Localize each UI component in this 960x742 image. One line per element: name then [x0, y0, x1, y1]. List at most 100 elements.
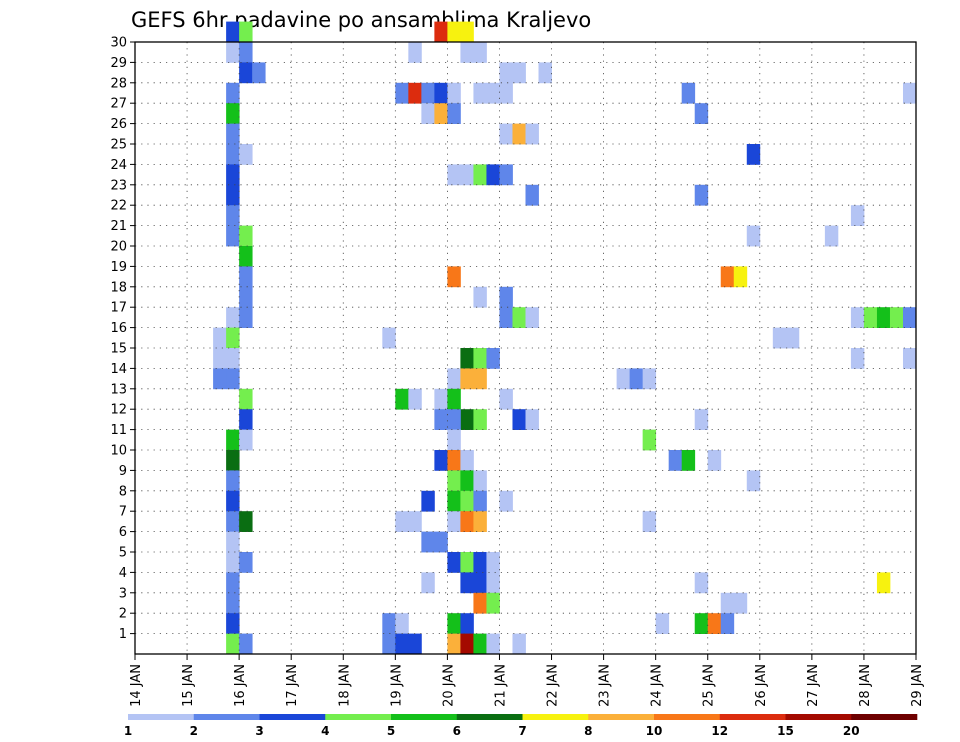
- heatmap-cell: [226, 184, 240, 206]
- colorbar-label: 4: [321, 724, 329, 738]
- heatmap-cell: [226, 470, 240, 492]
- heatmap-cell: [447, 388, 461, 410]
- heatmap-cell: [499, 286, 513, 308]
- heatmap-cell: [642, 511, 657, 532]
- heatmap-cell: [707, 613, 722, 634]
- heatmap-cell: [525, 409, 539, 430]
- heatmap-cell: [447, 409, 461, 430]
- colorbar-legend: 1 2 3 4 5 6 7 8 10 12 15 20: [124, 714, 918, 738]
- heatmap-cell: [499, 388, 513, 410]
- heatmap-cell: [421, 103, 435, 124]
- chart-title: GEFS 6hr padavine po ansamblima Kraljevo: [131, 8, 591, 32]
- heatmap-cell: [447, 21, 461, 43]
- heatmap-cell: [525, 184, 539, 206]
- heatmap-cell: [434, 409, 448, 430]
- heatmap-cell: [707, 450, 722, 471]
- heatmap-cell: [447, 613, 461, 634]
- heatmap-cell: [226, 368, 240, 390]
- heatmap-cell: [226, 42, 240, 63]
- heatmap-cell: [473, 552, 487, 573]
- heatmap-cell: [226, 123, 240, 145]
- heatmap-cell: [239, 552, 253, 573]
- heatmap-cell: [512, 62, 526, 84]
- x-tick-label: 15 JAN: [181, 664, 196, 707]
- colorbar-swatch: [719, 714, 786, 720]
- heatmap-cell: [226, 144, 240, 165]
- heatmap-cell: [824, 225, 839, 247]
- heatmap-cell: [226, 613, 240, 634]
- heatmap-cell: [434, 388, 448, 410]
- heatmap-cell: [460, 633, 474, 655]
- heatmap-cell: [460, 511, 474, 532]
- heatmap-cell: [239, 511, 253, 532]
- heatmap-cell: [460, 368, 474, 390]
- heatmap-cell: [447, 164, 461, 186]
- heatmap-cell: [850, 307, 865, 328]
- heatmap-cell: [694, 613, 709, 634]
- y-tick-label: 12: [110, 403, 127, 418]
- heatmap-cell: [694, 572, 709, 594]
- heatmap-cell: [226, 164, 240, 186]
- heatmap-cell: [538, 62, 552, 84]
- heatmap-cell: [460, 552, 474, 573]
- heatmap-cell: [382, 613, 396, 634]
- y-tick-label: 17: [110, 301, 127, 316]
- colorbar-swatch: [259, 714, 326, 720]
- heatmap-cell: [720, 613, 735, 634]
- heatmap-cell: [239, 62, 253, 84]
- colorbar-swatch: [785, 714, 852, 720]
- heatmap-cell: [486, 552, 500, 573]
- heatmap-cell: [395, 82, 409, 104]
- heatmap-cell: [746, 144, 761, 165]
- heatmap-cell: [473, 409, 487, 430]
- heatmap-cell: [213, 368, 227, 390]
- heatmap-cell: [226, 633, 240, 655]
- heatmap-cell: [629, 368, 644, 390]
- colorbar-label: 6: [453, 724, 461, 738]
- heatmap-cell: [473, 82, 487, 104]
- heatmap-cell: [499, 164, 513, 186]
- heatmap-cell: [239, 266, 253, 288]
- heatmap-cell: [226, 552, 240, 573]
- heatmap-cell: [473, 286, 487, 308]
- heatmap-cell: [239, 429, 253, 451]
- heatmap-cell: [460, 348, 474, 369]
- colorbar-label: 3: [255, 724, 263, 738]
- heatmap-cell: [239, 42, 253, 63]
- heatmap-cell: [473, 572, 487, 594]
- heatmap-cell: [252, 62, 266, 84]
- x-tick-label: 27 JAN: [806, 664, 821, 707]
- heatmap-cell: [226, 450, 240, 471]
- y-tick-label: 29: [110, 56, 127, 71]
- heatmap-cell: [239, 307, 253, 328]
- heatmap-cell: [850, 205, 865, 226]
- y-tick-label: 18: [110, 280, 127, 295]
- y-tick-label: 7: [119, 505, 127, 520]
- x-tick-label: 24 JAN: [650, 664, 665, 707]
- heatmap-cell: [473, 368, 487, 390]
- heatmap-cells: [213, 21, 917, 655]
- heatmap-cell: [239, 246, 253, 267]
- heatmap-cell: [395, 633, 409, 655]
- heatmap-cell: [720, 592, 735, 614]
- heatmap-cell: [863, 307, 878, 328]
- colorbar-swatch: [588, 714, 655, 720]
- heatmap-cell: [447, 470, 461, 492]
- heatmap-cell: [421, 82, 435, 104]
- heatmap-cell: [434, 103, 448, 124]
- heatmap-cell: [876, 572, 891, 594]
- heatmap-cell: [486, 572, 500, 594]
- heatmap-cell: [746, 470, 761, 492]
- heatmap-cell: [408, 42, 422, 63]
- x-tick-label: 18 JAN: [337, 664, 352, 707]
- heatmap-cell: [460, 613, 474, 634]
- heatmap-cell: [447, 103, 461, 124]
- heatmap-cell: [512, 633, 526, 655]
- heatmap-cell: [447, 429, 461, 451]
- heatmap-cell: [226, 21, 240, 43]
- heatmap-cell: [499, 82, 513, 104]
- heatmap-cell: [720, 266, 735, 288]
- heatmap-cell: [239, 409, 253, 430]
- x-tick-label: 21 JAN: [493, 664, 508, 707]
- heatmap-cell: [213, 327, 227, 349]
